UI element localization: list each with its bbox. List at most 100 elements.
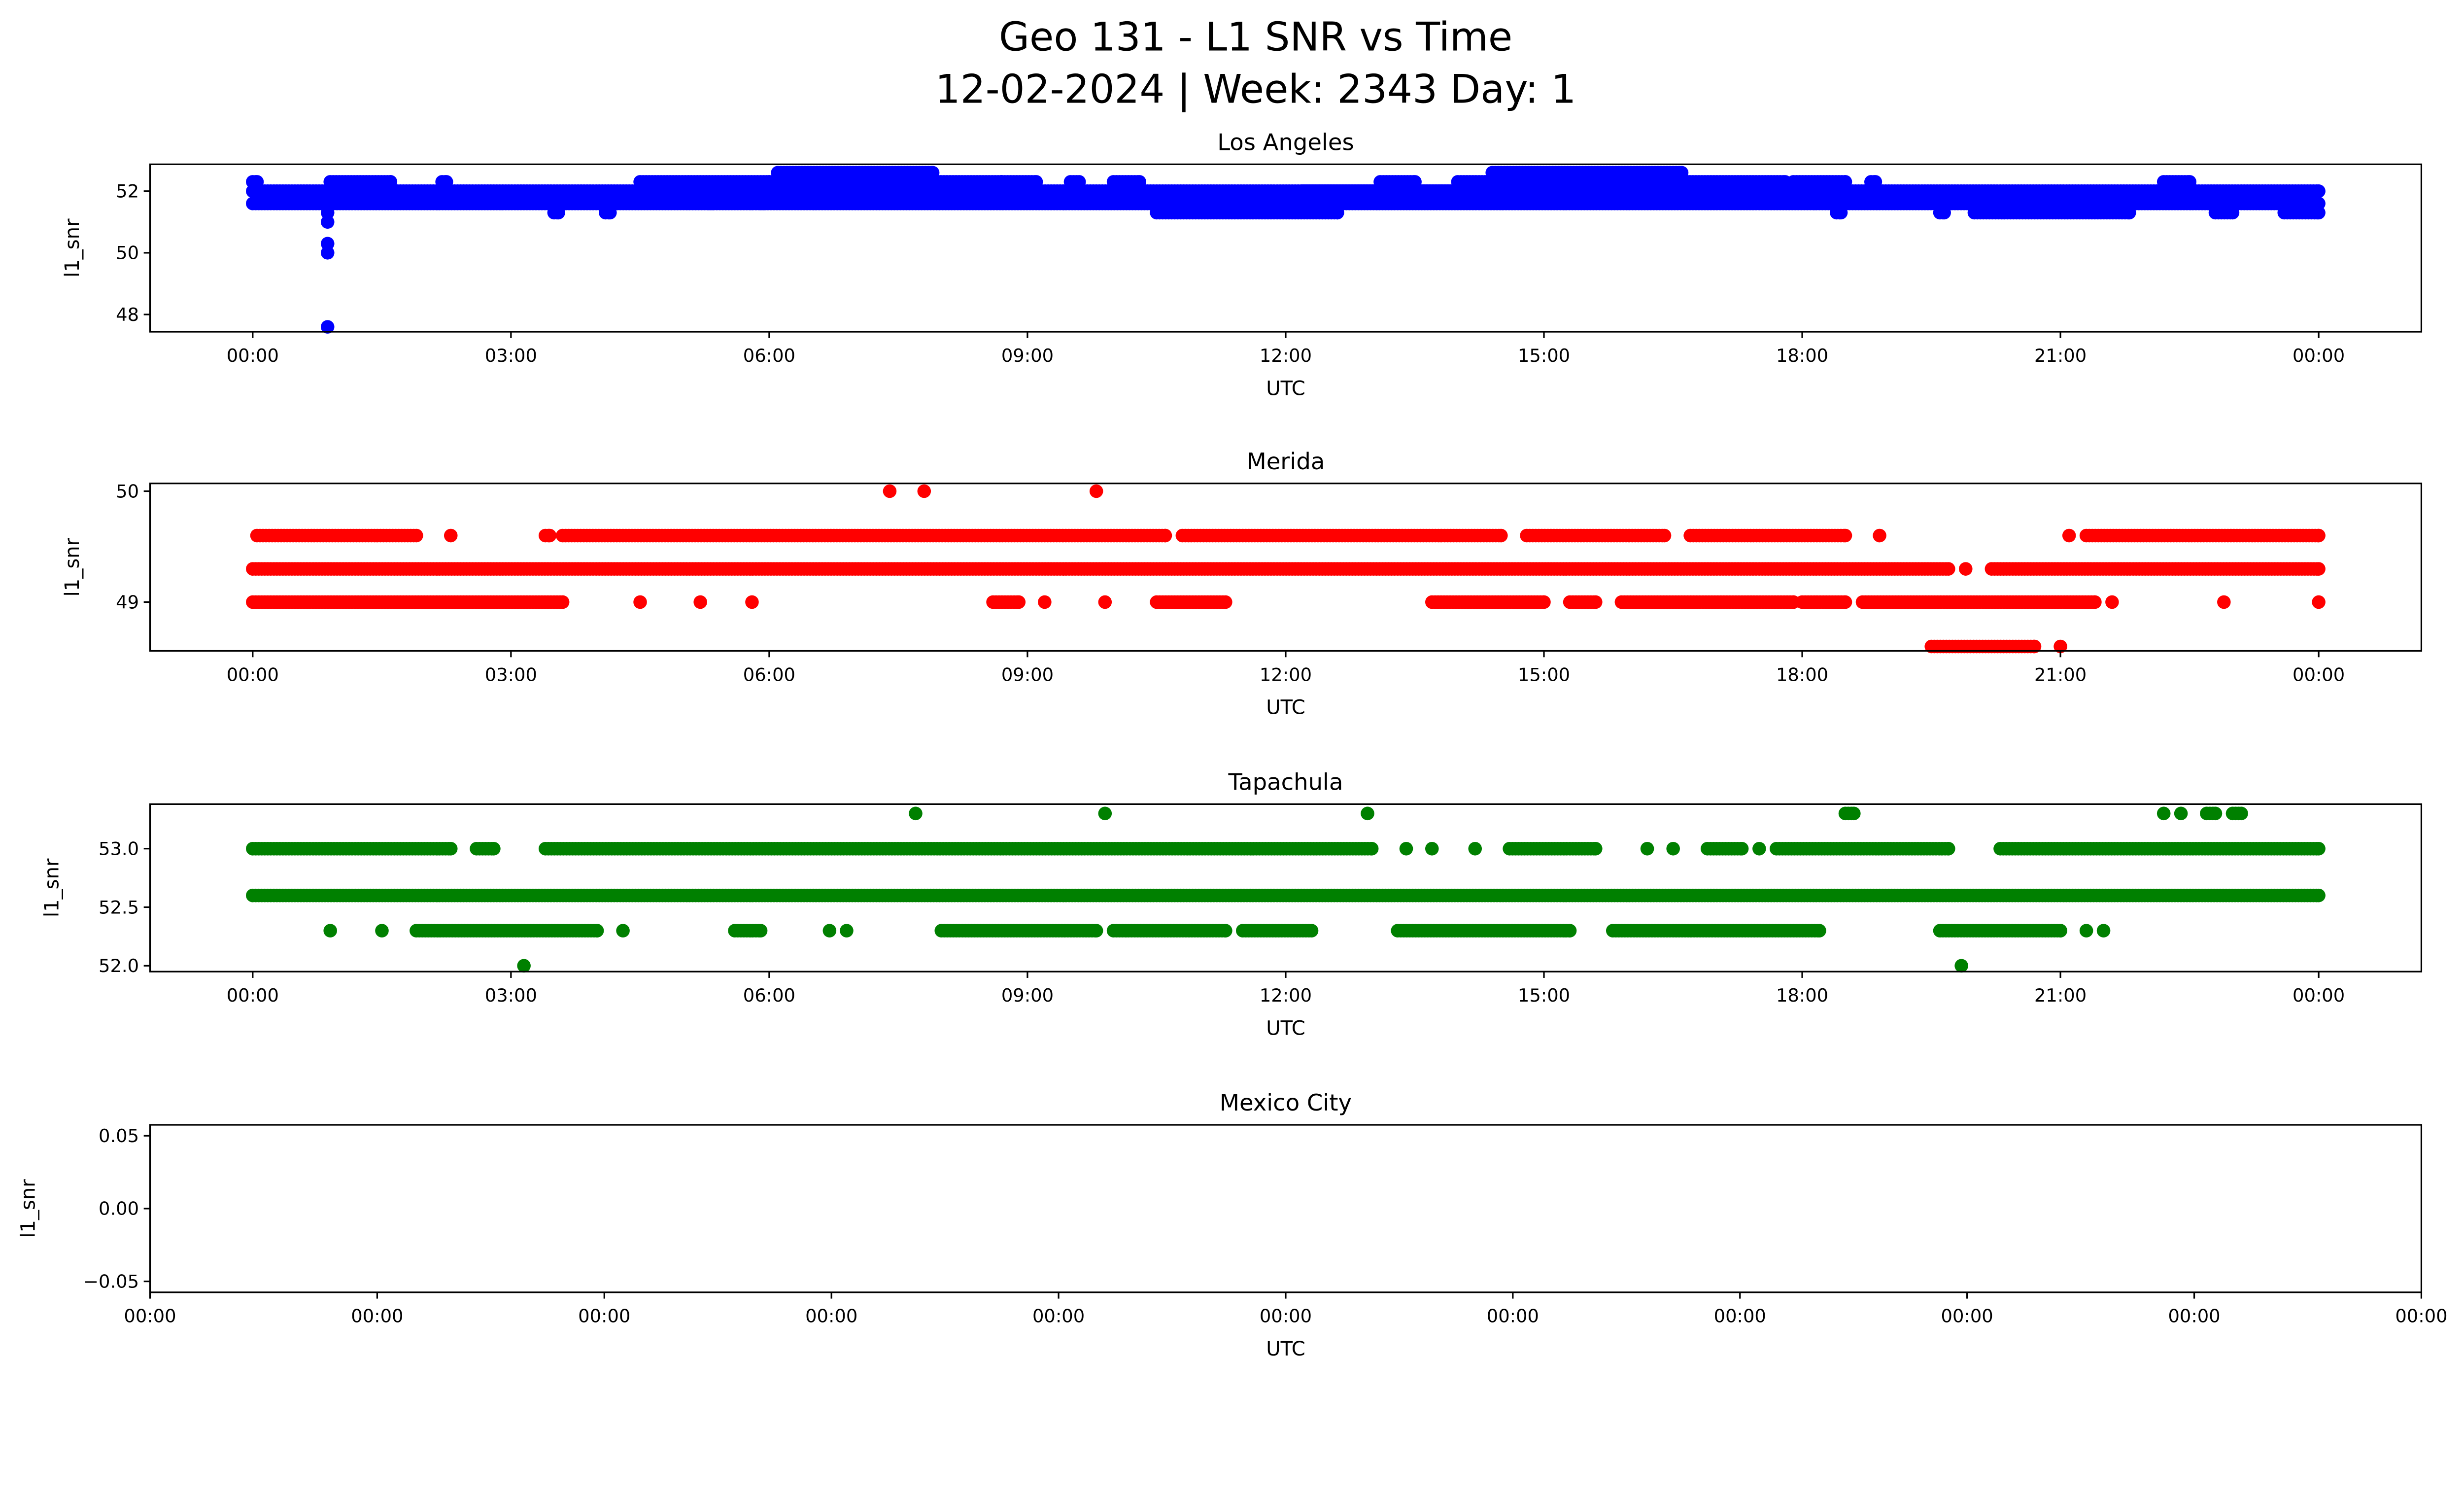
data-point bbox=[439, 175, 453, 189]
data-point bbox=[1089, 484, 1103, 498]
data-point bbox=[1958, 562, 1973, 576]
data-point bbox=[693, 595, 707, 609]
data-point bbox=[925, 166, 940, 180]
data-point bbox=[320, 215, 335, 229]
data-point bbox=[1072, 175, 1086, 189]
data-point bbox=[2105, 595, 2119, 609]
figure-title: Geo 131 - L1 SNR vs Time bbox=[999, 14, 1512, 60]
x-tick-label: 03:00 bbox=[485, 664, 537, 685]
data-point bbox=[2312, 562, 2326, 576]
y-tick-label: 50 bbox=[116, 243, 139, 264]
x-tick-label: 09:00 bbox=[1001, 664, 1054, 685]
subplot-title: Los Angeles bbox=[1217, 129, 1354, 155]
x-tick-label: 06:00 bbox=[743, 664, 795, 685]
x-tick-label: 06:00 bbox=[743, 345, 795, 366]
x-tick-label: 21:00 bbox=[2034, 345, 2087, 366]
data-point bbox=[551, 206, 565, 220]
data-point bbox=[1012, 595, 1026, 609]
data-point bbox=[1098, 595, 1112, 609]
data-point bbox=[2312, 842, 2326, 856]
data-point bbox=[2312, 184, 2326, 198]
data-point bbox=[1868, 175, 1882, 189]
data-point bbox=[745, 595, 759, 609]
data-points bbox=[246, 806, 2326, 973]
data-point bbox=[706, 197, 720, 210]
x-tick-label: 09:00 bbox=[1001, 345, 1054, 366]
data-point bbox=[2312, 206, 2326, 220]
data-point bbox=[633, 595, 647, 609]
data-point bbox=[1365, 842, 1379, 856]
data-point bbox=[487, 842, 501, 856]
x-tick-label: 21:00 bbox=[2034, 664, 2087, 685]
subplot-title: Tapachula bbox=[1228, 769, 1343, 796]
data-point bbox=[1838, 595, 1852, 609]
x-axis-label: UTC bbox=[1266, 377, 1305, 400]
y-axis-label: l1_snr bbox=[61, 218, 84, 278]
x-tick-label: 00:00 bbox=[2293, 345, 2345, 366]
x-tick-label: 00:00 bbox=[227, 345, 279, 366]
x-tick-label: 12:00 bbox=[1260, 345, 1312, 366]
x-tick-label: 00:00 bbox=[2293, 664, 2345, 685]
data-point bbox=[603, 206, 617, 220]
data-point bbox=[383, 175, 398, 189]
data-point bbox=[1675, 166, 1689, 180]
y-axis-label: l1_snr bbox=[61, 537, 84, 596]
data-point bbox=[320, 320, 335, 334]
data-point bbox=[1038, 595, 1052, 609]
data-point bbox=[2217, 595, 2231, 609]
data-point bbox=[250, 175, 264, 189]
figure-subtitle: 12-02-2024 | Week: 2343 Day: 1 bbox=[935, 66, 1576, 112]
x-tick-label: 00:00 bbox=[227, 664, 279, 685]
data-point bbox=[1158, 528, 1172, 543]
data-point bbox=[320, 206, 335, 220]
data-point bbox=[1589, 595, 1603, 609]
y-tick-label: 48 bbox=[116, 304, 139, 325]
data-point bbox=[555, 595, 570, 609]
data-point bbox=[2183, 175, 2197, 189]
data-point bbox=[2312, 888, 2326, 903]
data-point bbox=[1330, 206, 1344, 220]
x-tick-label: 18:00 bbox=[1776, 345, 1828, 366]
x-tick-label: 03:00 bbox=[485, 345, 537, 366]
x-tick-label: 18:00 bbox=[1776, 664, 1828, 685]
data-point bbox=[2312, 528, 2326, 543]
x-tick-label: 15:00 bbox=[1518, 664, 1570, 685]
data-point bbox=[2088, 595, 2102, 609]
data-point bbox=[1219, 595, 1232, 609]
data-point bbox=[1838, 528, 1852, 543]
subplot-title: Merida bbox=[1247, 448, 1325, 475]
x-tick-label: 12:00 bbox=[1260, 664, 1312, 685]
data-points bbox=[246, 166, 2326, 334]
data-point bbox=[2312, 595, 2326, 609]
x-tick-label: 15:00 bbox=[1518, 345, 1570, 366]
data-point bbox=[758, 197, 772, 210]
data-point bbox=[1942, 562, 1955, 576]
data-point bbox=[1657, 528, 1672, 543]
data-point bbox=[1589, 842, 1603, 856]
y-tick-label: 50 bbox=[116, 481, 139, 502]
data-point bbox=[410, 528, 423, 543]
data-point bbox=[2225, 206, 2240, 220]
data-point bbox=[444, 842, 458, 856]
data-point bbox=[1873, 528, 1886, 543]
data-point bbox=[1735, 842, 1749, 856]
data-point bbox=[1132, 175, 1146, 189]
data-point bbox=[917, 484, 931, 498]
data-point bbox=[1029, 175, 1043, 189]
data-point bbox=[1834, 206, 1848, 220]
data-point bbox=[883, 484, 897, 498]
data-point bbox=[320, 246, 335, 260]
data-point bbox=[1942, 842, 1955, 856]
data-point bbox=[444, 528, 458, 543]
y-tick-label: 49 bbox=[116, 591, 139, 613]
x-axis-label: UTC bbox=[1266, 696, 1305, 719]
data-point bbox=[1494, 528, 1508, 543]
data-point bbox=[2122, 206, 2136, 220]
data-point bbox=[1537, 595, 1551, 609]
data-point bbox=[1408, 175, 1422, 189]
figure: Geo 131 - L1 SNR vs Time 12-02-2024 | We… bbox=[17, 14, 2448, 1360]
subplot-merida: Merida 49 50 00:00 03:00 06:00 09:00 12:00 15:00… bbox=[61, 448, 2423, 719]
